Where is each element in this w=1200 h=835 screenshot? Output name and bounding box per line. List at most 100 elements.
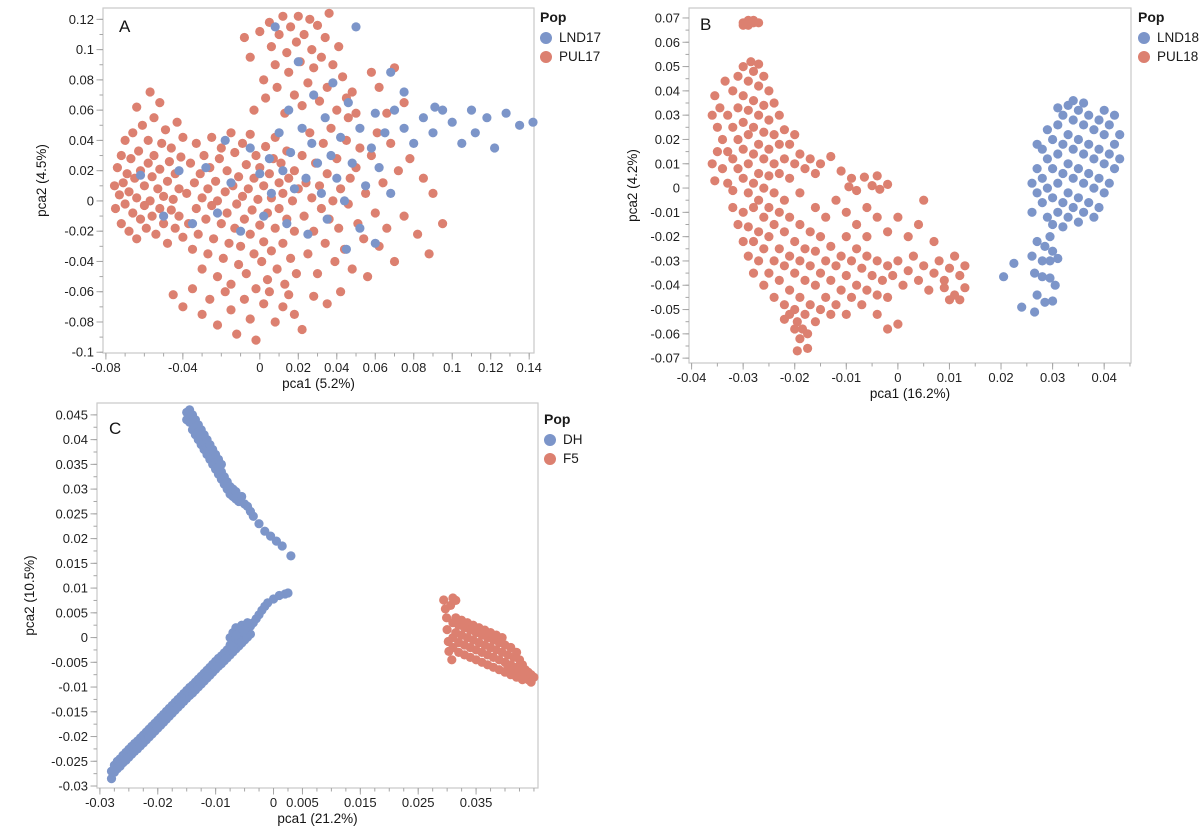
blue-series-dot-icon xyxy=(540,31,552,44)
x-tick-label: 0 xyxy=(270,795,277,810)
plot-frame xyxy=(96,402,539,789)
y-tick-label: -0.005 xyxy=(51,655,88,670)
y-tick-label: 0.04 xyxy=(69,133,94,148)
y-tick-label: 0.005 xyxy=(55,605,88,620)
y-tick-label: 0.12 xyxy=(69,12,94,27)
x-axis-title: pca1 (21.2%) xyxy=(277,811,357,826)
x-tick-label: -0.01 xyxy=(831,370,861,385)
y-tick-label: 0.015 xyxy=(55,556,88,571)
y-tick-label: -0.04 xyxy=(64,254,94,269)
axis-ticks xyxy=(682,17,1131,370)
y-tick-label: -0.02 xyxy=(650,229,680,244)
legend-title: Pop xyxy=(540,9,567,25)
series-pul18 xyxy=(707,15,970,356)
x-tick-label: -0.03 xyxy=(728,370,758,385)
x-tick-label: 0.035 xyxy=(460,795,493,810)
series-dh xyxy=(106,405,296,784)
red-series-dot-icon xyxy=(540,50,552,63)
y-tick-label: 0.02 xyxy=(69,163,94,178)
legend-item-lnd17: LND17 xyxy=(540,28,601,47)
y-tick-label: 0.06 xyxy=(655,35,680,50)
x-tick-label: 0.04 xyxy=(324,360,349,375)
y-axis-title: pca2 (10.5%) xyxy=(22,555,37,635)
legend-item-pul18: PUL18 xyxy=(1138,47,1199,66)
x-tick-label: 0.06 xyxy=(363,360,388,375)
y-tick-label: 0.02 xyxy=(655,132,680,147)
y-tick-label: 0 xyxy=(81,630,88,645)
legend-item-label: F5 xyxy=(563,451,579,466)
y-tick-label: 0.06 xyxy=(69,103,94,118)
legend-item-lnd18: LND18 xyxy=(1138,28,1199,47)
x-tick-label: -0.01 xyxy=(201,795,231,810)
y-tick-label: -0.1 xyxy=(72,345,94,360)
series-f5 xyxy=(439,593,539,687)
x-tick-label: 0.01 xyxy=(937,370,962,385)
legend-item-label: LND18 xyxy=(1157,30,1200,45)
legend-item-dh: DH xyxy=(544,430,583,449)
x-tick-label: 0.03 xyxy=(1040,370,1065,385)
y-tick-label: 0.01 xyxy=(63,581,88,596)
legend-panel-a: Pop LND17 PUL17 xyxy=(540,8,601,66)
y-tick-label: 0.03 xyxy=(655,108,680,123)
series-pul17 xyxy=(109,8,448,345)
x-tick-label: -0.04 xyxy=(168,360,198,375)
y-tick-label: 0.025 xyxy=(55,506,88,521)
x-tick-label: -0.02 xyxy=(780,370,810,385)
panel-letter: A xyxy=(119,17,131,36)
blue-series-dot-icon xyxy=(1138,31,1150,44)
x-tick-label: 0 xyxy=(256,360,263,375)
y-tick-label: -0.025 xyxy=(51,754,88,769)
panel-a: -0.08 -0.04 0 0.02 0.04 0.06 0.08 0.1 0.12 0.14 0.… xyxy=(34,7,542,391)
y-tick-label: 0.03 xyxy=(63,482,88,497)
x-tick-label: 0.02 xyxy=(286,360,311,375)
blue-series-dot-icon xyxy=(544,433,556,446)
legend-item-label: DH xyxy=(563,432,583,447)
y-tick-label: 0.02 xyxy=(63,531,88,546)
y-tick-label: -0.06 xyxy=(650,326,680,341)
x-tick-label: 0.1 xyxy=(443,360,461,375)
y-tick-label: 0 xyxy=(87,193,94,208)
y-tick-label: 0.035 xyxy=(55,457,88,472)
y-axis-title: pca2 (4.2%) xyxy=(625,149,640,222)
legend-item-pul17: PUL17 xyxy=(540,47,601,66)
y-tick-label: 0.01 xyxy=(655,156,680,171)
y-tick-label: -0.015 xyxy=(51,704,88,719)
red-series-dot-icon xyxy=(544,452,556,465)
x-tick-label: -0.03 xyxy=(85,795,115,810)
panel-letter: C xyxy=(109,419,121,438)
y-tick-label: -0.02 xyxy=(64,224,94,239)
x-tick-label: -0.08 xyxy=(91,360,121,375)
x-axis-title: pca1 (16.2%) xyxy=(870,386,950,401)
y-tick-label: -0.08 xyxy=(64,314,94,329)
x-tick-label: 0.02 xyxy=(988,370,1013,385)
y-axis-title: pca2 (4.5%) xyxy=(34,144,49,217)
y-tick-label: 0.07 xyxy=(655,10,680,25)
panel-b: -0.04 -0.03 -0.02 -0.01 0 0.01 0.02 0.03 0.04 0.0… xyxy=(625,7,1132,401)
x-tick-label: -0.02 xyxy=(143,795,173,810)
legend-item-label: PUL17 xyxy=(559,49,601,64)
legend-item-label: PUL18 xyxy=(1157,49,1199,64)
legend-panel-b: Pop LND18 PUL18 xyxy=(1138,8,1199,66)
y-tick-label: 0.04 xyxy=(655,83,680,98)
axis-ticks xyxy=(96,18,530,360)
y-tick-label: -0.04 xyxy=(650,278,680,293)
y-tick-label: 0.1 xyxy=(76,42,94,57)
x-tick-label: 0 xyxy=(894,370,901,385)
series-lnd18 xyxy=(999,96,1125,317)
y-tick-label: -0.07 xyxy=(650,351,680,366)
x-tick-label: 0.04 xyxy=(1092,370,1117,385)
x-tick-label: 0.005 xyxy=(286,795,319,810)
y-tick-label: -0.01 xyxy=(650,205,680,220)
y-tick-label: -0.03 xyxy=(58,779,88,794)
panel-letter: B xyxy=(700,15,711,34)
x-tick-label: 0.14 xyxy=(517,360,542,375)
red-series-dot-icon xyxy=(1138,50,1150,63)
y-tick-label: -0.03 xyxy=(650,253,680,268)
y-tick-label: -0.05 xyxy=(650,302,680,317)
y-tick-label: 0.05 xyxy=(655,59,680,74)
legend-item-label: LND17 xyxy=(559,30,602,45)
legend-title: Pop xyxy=(1138,9,1165,25)
series-lnd17 xyxy=(135,22,538,254)
x-tick-label: 0.015 xyxy=(344,795,377,810)
